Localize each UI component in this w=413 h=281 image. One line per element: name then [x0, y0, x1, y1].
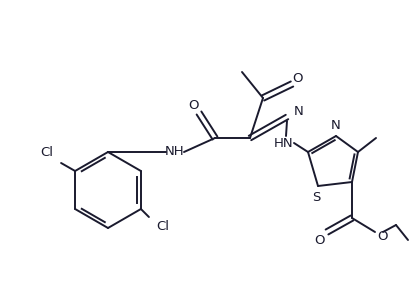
Text: O: O: [314, 234, 325, 246]
Text: Cl: Cl: [40, 146, 53, 160]
Text: O: O: [377, 230, 387, 243]
Text: S: S: [311, 191, 319, 204]
Text: NH: NH: [165, 146, 184, 158]
Text: O: O: [188, 99, 199, 112]
Text: HN: HN: [273, 137, 293, 151]
Text: N: N: [293, 105, 303, 119]
Text: N: N: [330, 119, 340, 132]
Text: O: O: [292, 72, 302, 85]
Text: Cl: Cl: [156, 221, 169, 234]
